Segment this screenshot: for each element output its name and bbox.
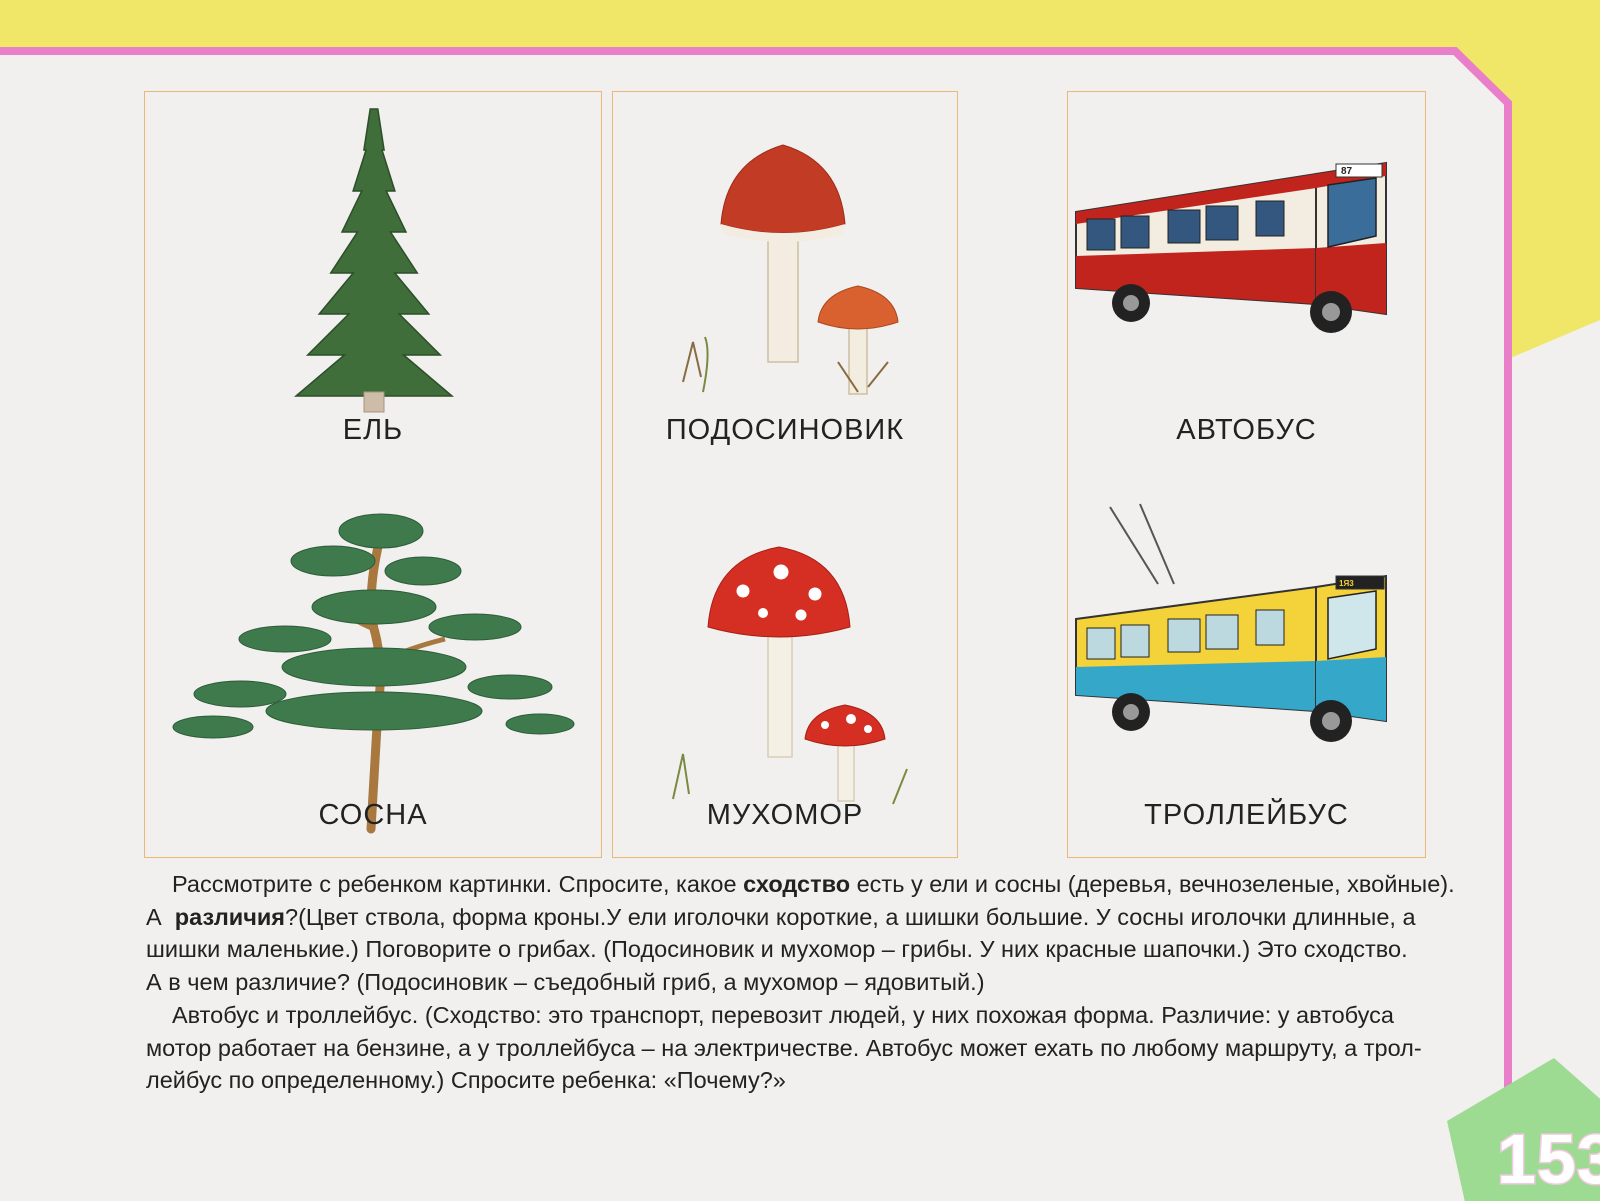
svg-text:87: 87 bbox=[1341, 166, 1353, 177]
svg-text:1Я3: 1Я3 bbox=[1339, 579, 1354, 588]
svg-text:153: 153 bbox=[1497, 1120, 1600, 1198]
